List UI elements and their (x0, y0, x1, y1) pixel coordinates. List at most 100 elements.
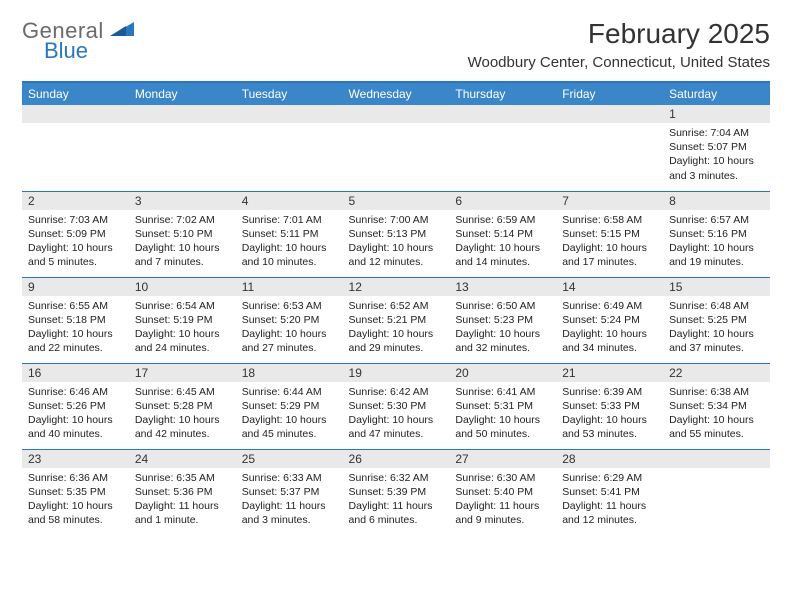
sunset-text: Sunset: 5:33 PM (562, 399, 657, 413)
sunrise-text: Sunrise: 7:01 AM (242, 213, 337, 227)
calendar-cell: 13Sunrise: 6:50 AMSunset: 5:23 PMDayligh… (449, 277, 556, 363)
calendar-cell: 6Sunrise: 6:59 AMSunset: 5:14 PMDaylight… (449, 191, 556, 277)
day-number-empty (129, 105, 236, 123)
month-title: February 2025 (468, 18, 770, 50)
calendar-cell: 11Sunrise: 6:53 AMSunset: 5:20 PMDayligh… (236, 277, 343, 363)
cell-body: Sunrise: 6:57 AMSunset: 5:16 PMDaylight:… (663, 210, 770, 273)
daylight-text: Daylight: 10 hours and 17 minutes. (562, 241, 657, 269)
day-number: 27 (449, 450, 556, 468)
sunset-text: Sunset: 5:15 PM (562, 227, 657, 241)
cell-body: Sunrise: 6:54 AMSunset: 5:19 PMDaylight:… (129, 296, 236, 359)
day-number: 24 (129, 450, 236, 468)
sunset-text: Sunset: 5:14 PM (455, 227, 550, 241)
calendar-week: 16Sunrise: 6:46 AMSunset: 5:26 PMDayligh… (22, 363, 770, 449)
day-number: 19 (343, 364, 450, 382)
calendar-head: SundayMondayTuesdayWednesdayThursdayFrid… (22, 82, 770, 105)
day-number-empty (236, 105, 343, 123)
daylight-text: Daylight: 10 hours and 29 minutes. (349, 327, 444, 355)
calendar-cell (129, 105, 236, 191)
cell-body: Sunrise: 6:44 AMSunset: 5:29 PMDaylight:… (236, 382, 343, 445)
calendar-cell: 7Sunrise: 6:58 AMSunset: 5:15 PMDaylight… (556, 191, 663, 277)
sunrise-text: Sunrise: 6:32 AM (349, 471, 444, 485)
cell-body: Sunrise: 6:55 AMSunset: 5:18 PMDaylight:… (22, 296, 129, 359)
calendar-cell: 19Sunrise: 6:42 AMSunset: 5:30 PMDayligh… (343, 363, 450, 449)
sunrise-text: Sunrise: 7:00 AM (349, 213, 444, 227)
calendar-cell: 14Sunrise: 6:49 AMSunset: 5:24 PMDayligh… (556, 277, 663, 363)
day-number: 9 (22, 278, 129, 296)
daylight-text: Daylight: 10 hours and 55 minutes. (669, 413, 764, 441)
cell-body: Sunrise: 6:32 AMSunset: 5:39 PMDaylight:… (343, 468, 450, 531)
daylight-text: Daylight: 11 hours and 9 minutes. (455, 499, 550, 527)
day-number: 11 (236, 278, 343, 296)
header: General Blue February 2025 Woodbury Cent… (22, 18, 770, 71)
calendar-cell: 18Sunrise: 6:44 AMSunset: 5:29 PMDayligh… (236, 363, 343, 449)
cell-body: Sunrise: 6:33 AMSunset: 5:37 PMDaylight:… (236, 468, 343, 531)
calendar-cell: 12Sunrise: 6:52 AMSunset: 5:21 PMDayligh… (343, 277, 450, 363)
daylight-text: Daylight: 10 hours and 19 minutes. (669, 241, 764, 269)
day-number: 22 (663, 364, 770, 382)
sunrise-text: Sunrise: 6:35 AM (135, 471, 230, 485)
logo: General Blue (22, 18, 136, 64)
sunrise-text: Sunrise: 6:46 AM (28, 385, 123, 399)
day-number: 20 (449, 364, 556, 382)
day-header: Wednesday (343, 82, 450, 105)
day-number: 21 (556, 364, 663, 382)
sunrise-text: Sunrise: 6:54 AM (135, 299, 230, 313)
day-number: 26 (343, 450, 450, 468)
sunset-text: Sunset: 5:13 PM (349, 227, 444, 241)
cell-body: Sunrise: 6:48 AMSunset: 5:25 PMDaylight:… (663, 296, 770, 359)
cell-body: Sunrise: 7:04 AMSunset: 5:07 PMDaylight:… (663, 123, 770, 186)
day-number: 16 (22, 364, 129, 382)
sunset-text: Sunset: 5:25 PM (669, 313, 764, 327)
calendar-week: 1Sunrise: 7:04 AMSunset: 5:07 PMDaylight… (22, 105, 770, 191)
calendar-cell: 8Sunrise: 6:57 AMSunset: 5:16 PMDaylight… (663, 191, 770, 277)
sunrise-text: Sunrise: 7:03 AM (28, 213, 123, 227)
day-number: 23 (22, 450, 129, 468)
calendar-cell: 17Sunrise: 6:45 AMSunset: 5:28 PMDayligh… (129, 363, 236, 449)
day-header: Sunday (22, 82, 129, 105)
sunset-text: Sunset: 5:28 PM (135, 399, 230, 413)
daylight-text: Daylight: 11 hours and 1 minute. (135, 499, 230, 527)
day-number-empty (22, 105, 129, 123)
cell-body: Sunrise: 6:36 AMSunset: 5:35 PMDaylight:… (22, 468, 129, 531)
daylight-text: Daylight: 10 hours and 58 minutes. (28, 499, 123, 527)
day-number: 13 (449, 278, 556, 296)
calendar-page: General Blue February 2025 Woodbury Cent… (0, 0, 792, 553)
cell-body: Sunrise: 7:03 AMSunset: 5:09 PMDaylight:… (22, 210, 129, 273)
sunrise-text: Sunrise: 6:44 AM (242, 385, 337, 399)
day-number: 18 (236, 364, 343, 382)
sunrise-text: Sunrise: 6:29 AM (562, 471, 657, 485)
daylight-text: Daylight: 10 hours and 12 minutes. (349, 241, 444, 269)
sunrise-text: Sunrise: 6:36 AM (28, 471, 123, 485)
cell-body: Sunrise: 7:02 AMSunset: 5:10 PMDaylight:… (129, 210, 236, 273)
sunset-text: Sunset: 5:39 PM (349, 485, 444, 499)
sunset-text: Sunset: 5:07 PM (669, 140, 764, 154)
day-number-empty (556, 105, 663, 123)
day-number-empty (663, 450, 770, 468)
sunrise-text: Sunrise: 7:04 AM (669, 126, 764, 140)
cell-body: Sunrise: 6:30 AMSunset: 5:40 PMDaylight:… (449, 468, 556, 531)
daylight-text: Daylight: 10 hours and 53 minutes. (562, 413, 657, 441)
sunrise-text: Sunrise: 7:02 AM (135, 213, 230, 227)
sunrise-text: Sunrise: 6:50 AM (455, 299, 550, 313)
calendar-cell: 28Sunrise: 6:29 AMSunset: 5:41 PMDayligh… (556, 449, 663, 535)
location-text: Woodbury Center, Connecticut, United Sta… (468, 54, 770, 71)
calendar-cell: 25Sunrise: 6:33 AMSunset: 5:37 PMDayligh… (236, 449, 343, 535)
day-number: 6 (449, 192, 556, 210)
cell-body: Sunrise: 6:41 AMSunset: 5:31 PMDaylight:… (449, 382, 556, 445)
cell-body: Sunrise: 7:01 AMSunset: 5:11 PMDaylight:… (236, 210, 343, 273)
cell-body: Sunrise: 6:52 AMSunset: 5:21 PMDaylight:… (343, 296, 450, 359)
daylight-text: Daylight: 10 hours and 50 minutes. (455, 413, 550, 441)
daylight-text: Daylight: 10 hours and 32 minutes. (455, 327, 550, 355)
day-number: 8 (663, 192, 770, 210)
daylight-text: Daylight: 11 hours and 6 minutes. (349, 499, 444, 527)
calendar-cell: 23Sunrise: 6:36 AMSunset: 5:35 PMDayligh… (22, 449, 129, 535)
sunrise-text: Sunrise: 6:49 AM (562, 299, 657, 313)
sunset-text: Sunset: 5:29 PM (242, 399, 337, 413)
sunset-text: Sunset: 5:34 PM (669, 399, 764, 413)
cell-body: Sunrise: 6:50 AMSunset: 5:23 PMDaylight:… (449, 296, 556, 359)
day-number: 17 (129, 364, 236, 382)
calendar-cell (236, 105, 343, 191)
sunset-text: Sunset: 5:31 PM (455, 399, 550, 413)
calendar-cell: 15Sunrise: 6:48 AMSunset: 5:25 PMDayligh… (663, 277, 770, 363)
